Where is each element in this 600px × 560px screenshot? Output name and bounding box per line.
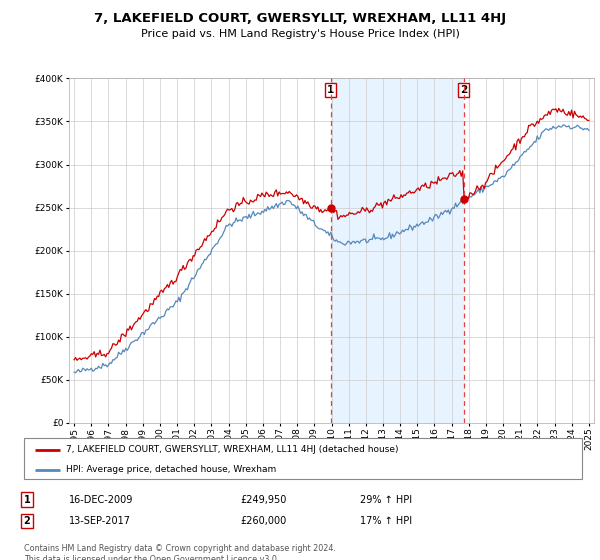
Text: 13-SEP-2017: 13-SEP-2017 — [69, 516, 131, 526]
Bar — [331, 78, 464, 423]
Text: £249,950: £249,950 — [240, 494, 286, 505]
Text: 17% ↑ HPI: 17% ↑ HPI — [360, 516, 412, 526]
Text: 2: 2 — [460, 85, 467, 95]
Text: Price paid vs. HM Land Registry's House Price Index (HPI): Price paid vs. HM Land Registry's House … — [140, 29, 460, 39]
Text: 1: 1 — [327, 85, 334, 95]
Text: HPI: Average price, detached house, Wrexham: HPI: Average price, detached house, Wrex… — [66, 465, 276, 474]
Text: 29% ↑ HPI: 29% ↑ HPI — [360, 494, 412, 505]
Text: Contains HM Land Registry data © Crown copyright and database right 2024.
This d: Contains HM Land Registry data © Crown c… — [24, 544, 336, 560]
Text: 16-DEC-2009: 16-DEC-2009 — [69, 494, 133, 505]
Text: 2: 2 — [23, 516, 31, 526]
Text: £260,000: £260,000 — [240, 516, 286, 526]
Text: 7, LAKEFIELD COURT, GWERSYLLT, WREXHAM, LL11 4HJ (detached house): 7, LAKEFIELD COURT, GWERSYLLT, WREXHAM, … — [66, 445, 398, 454]
Text: 1: 1 — [23, 494, 31, 505]
Text: 7, LAKEFIELD COURT, GWERSYLLT, WREXHAM, LL11 4HJ: 7, LAKEFIELD COURT, GWERSYLLT, WREXHAM, … — [94, 12, 506, 25]
